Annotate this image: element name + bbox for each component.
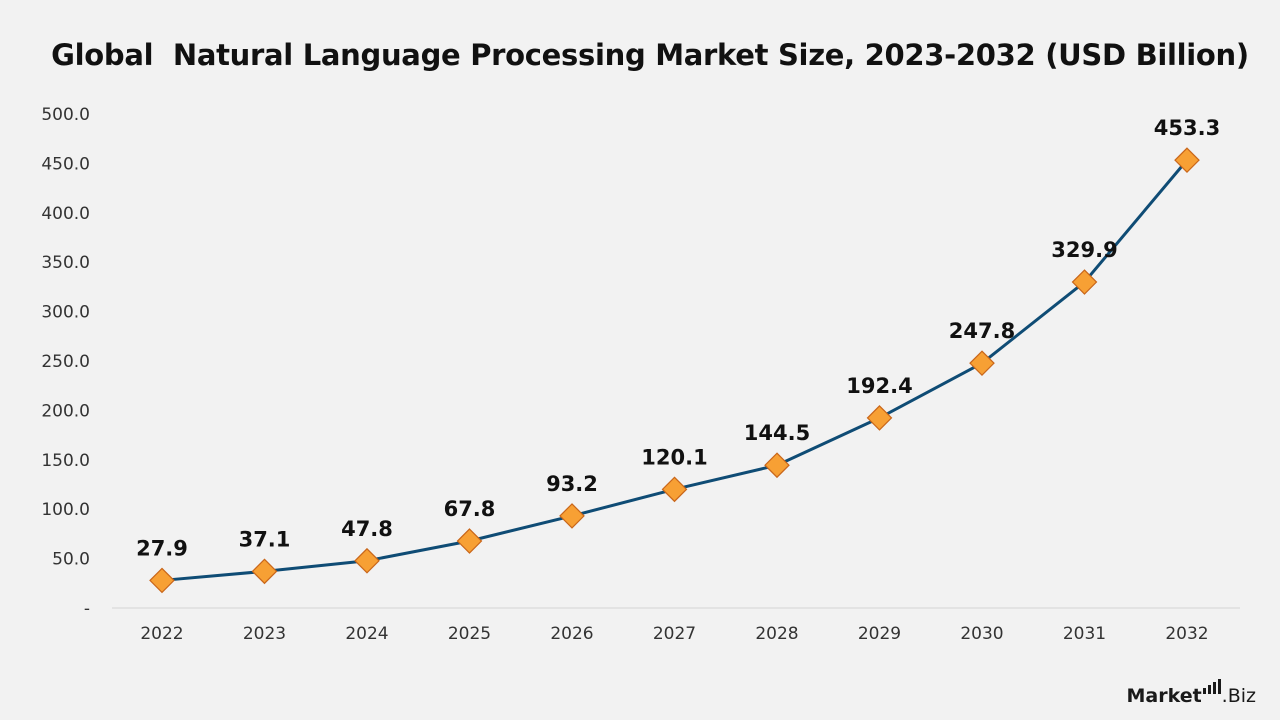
data-label: 120.1: [641, 445, 707, 469]
data-label: 329.9: [1051, 238, 1117, 262]
data-label: 192.4: [846, 374, 912, 398]
data-label: 453.3: [1154, 116, 1220, 140]
data-point-marker: [866, 405, 893, 431]
x-tick-label: 2028: [755, 624, 798, 644]
chart-title: Global Natural Language Processing Marke…: [51, 38, 1249, 72]
series-line: [160, 158, 1189, 582]
data-point-marker: [559, 503, 585, 529]
x-tick-label: 2031: [1063, 624, 1106, 644]
data-point-marker: [354, 547, 380, 574]
y-tick-label: 50.0: [52, 550, 90, 570]
data-point-marker: [1071, 269, 1098, 295]
y-tick-label: 500.0: [41, 105, 90, 125]
data-point-marker: [661, 476, 688, 503]
y-tick-label: 450.0: [41, 154, 90, 174]
brand-suffix: .Biz: [1221, 685, 1256, 707]
data-point-marker: [764, 452, 790, 479]
y-tick-label: 150.0: [41, 451, 90, 471]
x-tick-label: 2023: [243, 624, 286, 644]
data-label: 247.8: [949, 319, 1015, 343]
x-tick-label: 2030: [960, 624, 1003, 644]
bar-chart-icon: [1202, 679, 1221, 694]
x-tick-label: 2029: [858, 624, 901, 644]
brand-name: Market: [1126, 685, 1202, 707]
data-point-marker: [149, 567, 175, 594]
data-label: 27.9: [136, 536, 188, 560]
y-tick-label: 250.0: [41, 352, 90, 372]
data-label: 37.1: [239, 527, 291, 551]
data-point-marker: [251, 558, 278, 585]
data-label: 67.8: [444, 497, 496, 521]
x-tick-label: 2022: [140, 624, 183, 644]
brand-logo: Market .Biz: [1126, 679, 1256, 706]
y-tick-label: 300.0: [41, 303, 90, 323]
y-tick-label: 200.0: [41, 401, 90, 421]
x-tick-label: 2032: [1165, 624, 1208, 644]
x-tick-label: 2025: [448, 624, 491, 644]
x-tick-label: 2024: [345, 624, 388, 644]
data-label: 144.5: [744, 421, 810, 445]
y-tick-label: -: [84, 599, 90, 619]
x-tick-label: 2026: [550, 624, 593, 644]
data-label: 47.8: [341, 517, 393, 541]
data-point-marker: [969, 350, 995, 377]
data-label: 93.2: [546, 472, 598, 496]
data-point-marker: [1174, 147, 1200, 173]
y-tick-label: 400.0: [41, 204, 90, 224]
x-tick-label: 2027: [653, 624, 696, 644]
y-tick-label: 350.0: [41, 253, 90, 273]
y-tick-label: 100.0: [41, 500, 90, 520]
data-point-marker: [456, 528, 483, 554]
